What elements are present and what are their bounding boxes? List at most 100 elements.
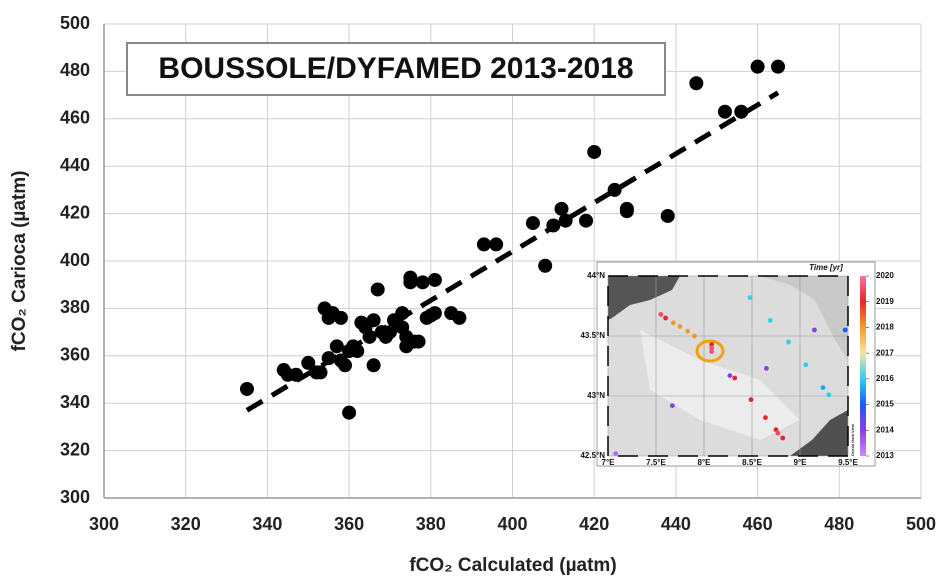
x-tick-label: 440 — [661, 514, 691, 534]
y-axis-label: fCO₂ Carioca (µatm) — [9, 171, 30, 352]
data-point — [587, 144, 602, 159]
data-point — [677, 324, 683, 329]
inset-x-tick-label: 7°E — [602, 458, 616, 467]
data-point — [709, 349, 715, 354]
inset-x-tick-label: 8°E — [698, 458, 712, 467]
data-point — [427, 272, 442, 287]
data-point — [826, 392, 832, 398]
data-point — [709, 345, 715, 351]
map-contour — [640, 330, 800, 440]
x-tick-label: 460 — [743, 514, 773, 534]
y-tick-label: 360 — [60, 345, 90, 365]
colorbar — [860, 276, 866, 456]
data-point — [350, 344, 365, 359]
data-point — [773, 427, 779, 432]
y-tick-label: 400 — [60, 250, 90, 270]
data-point — [803, 362, 809, 368]
data-point — [771, 59, 786, 74]
data-point — [812, 327, 817, 333]
data-point — [747, 295, 753, 300]
data-point — [476, 237, 491, 252]
colorbar-title: Time [yr] — [809, 263, 843, 272]
y-tick-label: 420 — [60, 202, 90, 222]
data-point — [579, 213, 594, 228]
data-point — [313, 365, 328, 380]
data-point — [619, 201, 634, 216]
data-point — [670, 320, 676, 326]
colorbar-tick-label: 2018 — [876, 323, 894, 332]
map-land — [790, 410, 848, 456]
y-tick-label: 320 — [60, 439, 90, 459]
data-point — [525, 216, 540, 231]
data-point — [786, 339, 791, 345]
data-point — [411, 334, 426, 349]
data-point — [717, 104, 732, 119]
data-point — [748, 397, 754, 402]
data-point — [767, 318, 773, 323]
y-tick-label: 440 — [60, 155, 90, 175]
data-point — [333, 310, 348, 325]
data-point — [660, 208, 675, 223]
data-point — [489, 237, 504, 252]
data-point — [288, 367, 303, 382]
inset-y-tick-label: 42.5°N — [580, 451, 605, 460]
data-point — [338, 358, 353, 373]
inset-x-tick-label: 7.5°E — [646, 458, 666, 467]
map-contour — [760, 276, 848, 360]
data-point — [427, 306, 442, 321]
data-point — [321, 351, 336, 366]
x-tick-label: 340 — [252, 514, 282, 534]
data-point — [329, 339, 344, 354]
data-point — [370, 282, 385, 297]
data-point — [546, 218, 561, 233]
data-point — [342, 405, 357, 420]
data-point — [239, 381, 254, 396]
inset-map: Time [yr] Ocean Data View 7°E 7.5°E 8°E 8.5… — [580, 261, 894, 467]
map-land — [608, 276, 680, 320]
title-box — [126, 42, 666, 96]
data-point — [613, 451, 619, 456]
x-tick-label: 360 — [334, 514, 364, 534]
data-point — [301, 355, 316, 370]
data-point — [558, 213, 573, 228]
y-tick-label: 460 — [60, 108, 90, 128]
inset-y-tick-label: 43°N — [587, 391, 605, 400]
data-point — [554, 201, 569, 216]
main-marks — [239, 59, 786, 420]
watermark: Ocean Data View — [850, 423, 855, 456]
map-border — [607, 275, 849, 457]
data-point — [780, 435, 786, 441]
data-point — [764, 366, 769, 371]
colorbar-tick-label: 2019 — [876, 297, 894, 306]
data-point — [692, 333, 697, 339]
x-tick-label: 400 — [497, 514, 527, 534]
data-point — [663, 315, 668, 321]
y-tick-label: 340 — [60, 392, 90, 412]
colorbar-tick-label: 2013 — [876, 451, 894, 460]
inset-x-tick-label: 9.5°E — [838, 458, 858, 467]
data-point — [709, 342, 715, 347]
x-tick-label: 480 — [824, 514, 854, 534]
inset-x-tick-label: 8.5°E — [742, 458, 762, 467]
x-tick-label: 500 — [906, 514, 936, 534]
colorbar-tick-label: 2015 — [876, 400, 894, 409]
data-point — [362, 329, 377, 344]
y-tick-label: 500 — [60, 13, 90, 33]
data-point — [750, 59, 765, 74]
data-point — [685, 328, 691, 334]
data-point — [669, 403, 675, 408]
y-tick-label: 380 — [60, 297, 90, 317]
inset-y-tick-label: 43.5°N — [580, 331, 605, 340]
data-point — [842, 327, 848, 333]
data-point — [395, 306, 410, 321]
colorbar-tick-label: 2016 — [876, 374, 894, 383]
data-point — [689, 76, 704, 91]
x-tick-label: 320 — [171, 514, 201, 534]
chart-title: BOUSSOLE/DYFAMED 2013-2018 — [158, 52, 633, 85]
x-tick-label: 380 — [416, 514, 446, 534]
x-tick-label: 300 — [89, 514, 119, 534]
colorbar-tick-label: 2014 — [876, 425, 894, 434]
highlight-circle — [695, 339, 725, 363]
data-point — [727, 373, 733, 378]
